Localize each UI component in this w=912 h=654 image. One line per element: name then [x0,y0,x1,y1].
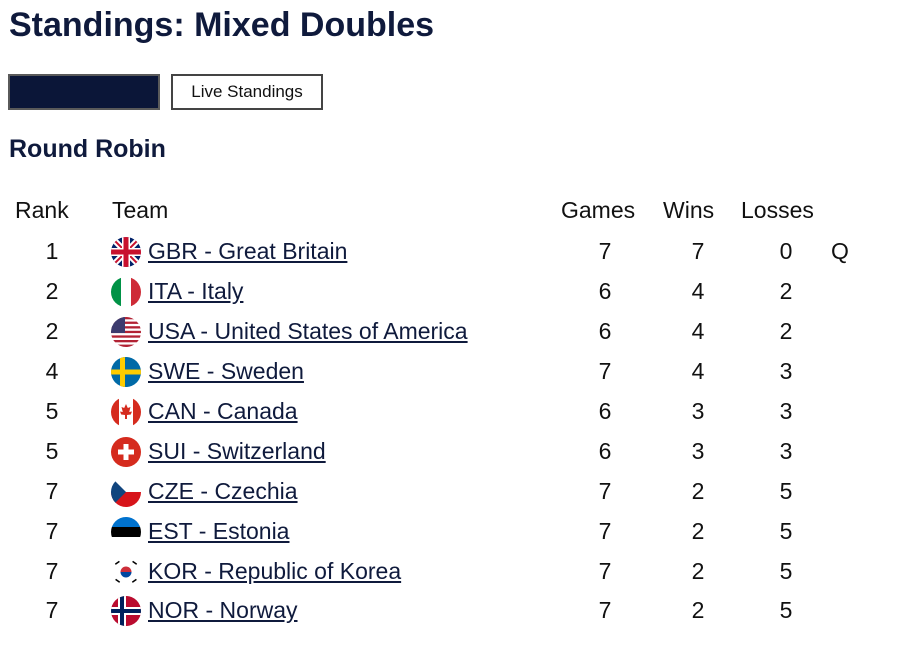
team-link-sui[interactable]: SUI - Switzerland [148,438,326,464]
est-flag-icon [111,517,141,547]
games-cell: 6 [598,318,612,344]
games-cell: 6 [598,278,612,304]
rank-cell: 5 [45,438,59,464]
losses-cell: 5 [779,478,793,504]
team-link-swe[interactable]: SWE - Sweden [148,358,304,384]
team-link-nor[interactable]: NOR - Norway [148,597,298,623]
rank-cell: 7 [45,597,59,623]
team-link-ita[interactable]: ITA - Italy [148,278,244,304]
wins-cell: 2 [691,558,705,584]
team-link-kor[interactable]: KOR - Republic of Korea [148,558,402,584]
rank-cell: 7 [45,558,59,584]
table-row: 7 CZE - Czechia 7 2 5 [0,471,912,511]
games-cell: 7 [598,358,612,384]
team-link-est[interactable]: EST - Estonia [148,518,290,544]
wins-cell: 4 [691,358,705,384]
games-cell: 7 [598,238,612,264]
games-cell: 7 [598,478,612,504]
table-row: 7 NOR - Norway 7 2 5 [0,590,912,630]
table-row: 7 EST - Estonia 7 2 5 [0,511,912,551]
wins-cell: 4 [691,278,705,304]
wins-header: Wins [663,197,715,223]
team-link-usa[interactable]: USA - United States of America [148,318,468,344]
games-cell: 7 [598,597,612,623]
nor-flag-icon [111,596,141,626]
cze-flag-icon [111,477,141,507]
rank-cell: 4 [45,358,59,384]
can-flag-icon [111,397,141,427]
wins-cell: 2 [691,518,705,544]
table-row: 4 SWE - Sweden 7 4 3 [0,351,912,391]
wins-cell: 3 [691,398,705,424]
losses-cell: 5 [779,518,793,544]
wins-cell: 4 [691,318,705,344]
games-header: Games [561,197,636,223]
section-title: Round Robin [9,135,166,163]
rank-cell: 1 [45,238,59,264]
games-cell: 7 [598,518,612,544]
table-row: 5 SUI - Switzerland 6 3 3 [0,431,912,471]
wins-cell: 3 [691,438,705,464]
losses-cell: 5 [779,597,793,623]
table-row: 1 GBR - Great Britain 7 7 0 Q [0,231,912,271]
team-link-gbr[interactable]: GBR - Great Britain [148,238,348,264]
losses-header: Losses [741,197,814,223]
team-link-can[interactable]: CAN - Canada [148,398,298,424]
team-header: Team [112,197,169,223]
table-row: 5 CAN - Canada 6 3 3 [0,391,912,431]
games-cell: 7 [598,558,612,584]
wins-cell: 7 [691,238,705,264]
wins-cell: 2 [691,478,705,504]
wins-cell: 2 [691,597,705,623]
losses-cell: 2 [779,318,793,344]
table-row: 2 ITA - Italy 6 4 2 [0,271,912,311]
team-link-cze[interactable]: CZE - Czechia [148,478,298,504]
losses-cell: 3 [779,398,793,424]
table-row: 7 KOR - Republic of Korea 7 2 5 [0,551,912,591]
losses-cell: 3 [779,358,793,384]
losses-cell: 0 [779,238,793,264]
rank-cell: 7 [45,518,59,544]
losses-cell: 3 [779,438,793,464]
ita-flag-icon [111,277,141,307]
sui-flag-icon [111,437,141,467]
page-title: Standings: Mixed Doubles [9,6,435,44]
games-cell: 6 [598,398,612,424]
qualified-badge: Q [831,238,849,264]
table-row: 2 USA - United States of America 6 4 2 [0,311,912,351]
losses-cell: 2 [779,278,793,304]
rank-cell: 7 [45,478,59,504]
rank-cell: 5 [45,398,59,424]
rank-header: Rank [15,197,69,223]
games-cell: 6 [598,438,612,464]
standings-button[interactable] [8,74,160,110]
swe-flag-icon [111,357,141,387]
rank-cell: 2 [45,278,59,304]
usa-flag-icon [111,317,141,347]
live-standings-button[interactable]: Live Standings [171,74,323,110]
rank-cell: 2 [45,318,59,344]
kor-flag-icon [111,557,141,587]
gbr-flag-icon [111,237,141,267]
losses-cell: 5 [779,558,793,584]
